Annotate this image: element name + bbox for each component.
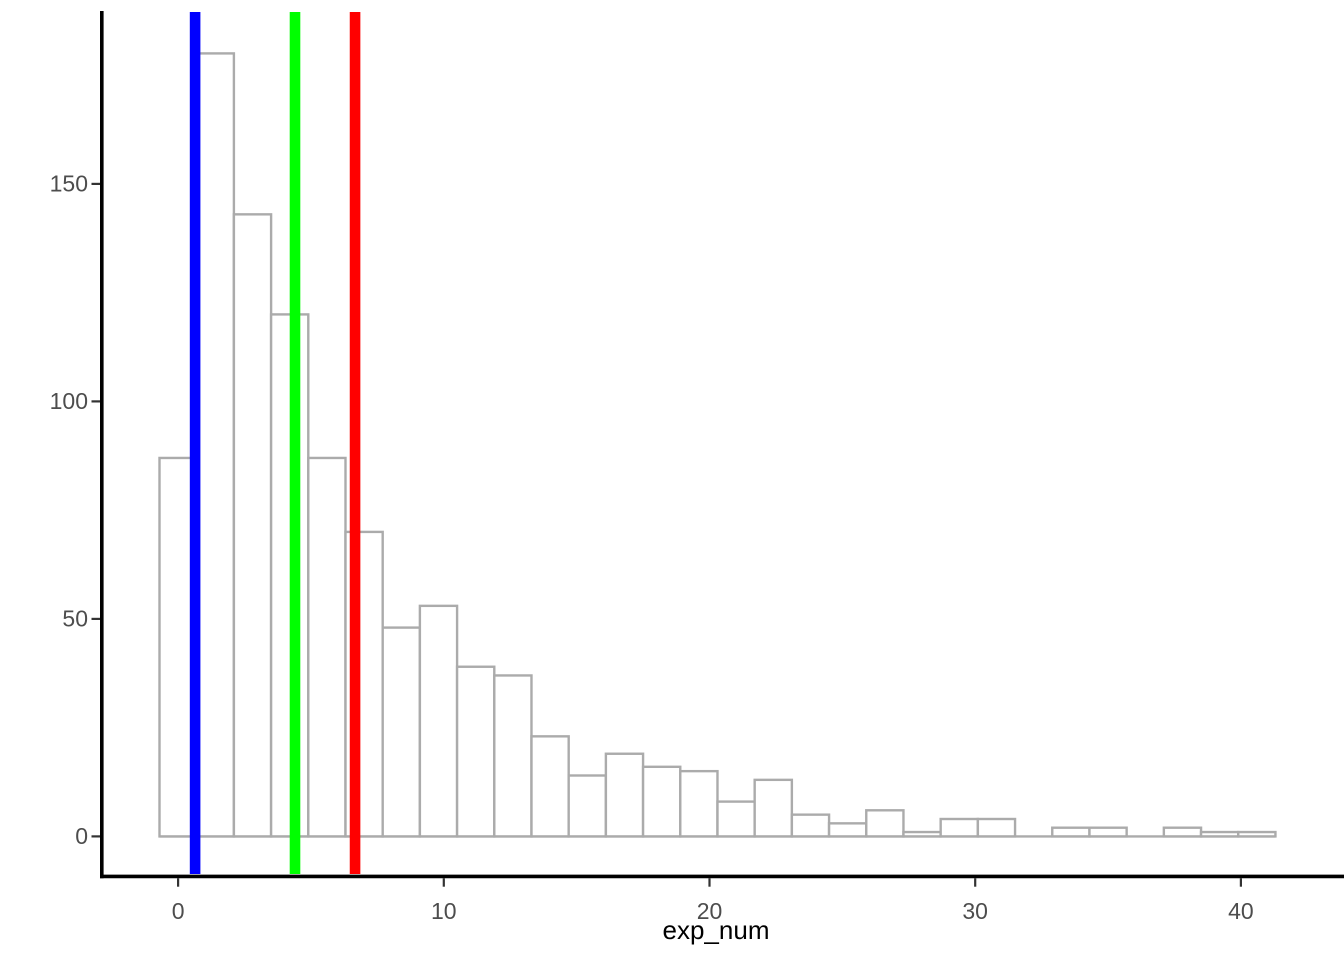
y-tick-label: 100 (50, 388, 88, 414)
axes-layer (100, 11, 1344, 879)
histogram-bar (902, 830, 942, 838)
histogram-bar (455, 665, 496, 838)
histogram-bars-layer (158, 52, 1277, 838)
x-tick-label: 20 (697, 898, 723, 924)
histogram-bar (307, 456, 347, 838)
histogram-bar (1088, 826, 1128, 838)
x-tick-label: 0 (172, 898, 185, 924)
y-tick-label: 0 (75, 823, 88, 849)
histogram-bar (1199, 830, 1240, 838)
histogram-bar (493, 674, 533, 838)
x-axis-title: exp_num (663, 915, 770, 945)
x-tick-label: 30 (962, 898, 988, 924)
histogram-bar (418, 604, 459, 838)
histogram-bar (1237, 830, 1277, 838)
histogram-bar (976, 817, 1017, 838)
histogram-bar (865, 809, 905, 838)
histogram-bar (641, 765, 682, 838)
histogram-bar (269, 313, 310, 838)
histogram-bar (604, 752, 645, 838)
histogram-bar (1051, 826, 1091, 838)
tick-marks-layer (91, 182, 1243, 887)
histogram-bar (679, 769, 719, 838)
histogram-bar (790, 813, 831, 838)
histogram-bar (827, 822, 868, 838)
y-tick-label: 150 (50, 171, 88, 197)
histogram-bar (567, 774, 608, 838)
y-tick-label: 50 (62, 606, 88, 632)
histogram-bar (716, 800, 756, 838)
x-tick-label: 10 (431, 898, 457, 924)
histogram-bar (939, 817, 980, 838)
reference-lines-layer (189, 12, 361, 874)
histogram-bar (195, 52, 236, 838)
tick-labels-layer: 0 50 100 150 0 10 20 30 40 (50, 171, 1254, 924)
histogram-bar (1162, 826, 1203, 838)
histogram-bar (753, 778, 794, 838)
x-tick-label: 40 (1228, 898, 1254, 924)
histogram-bar (381, 626, 422, 838)
histogram-bar (232, 213, 273, 838)
histogram-bar (530, 735, 570, 838)
